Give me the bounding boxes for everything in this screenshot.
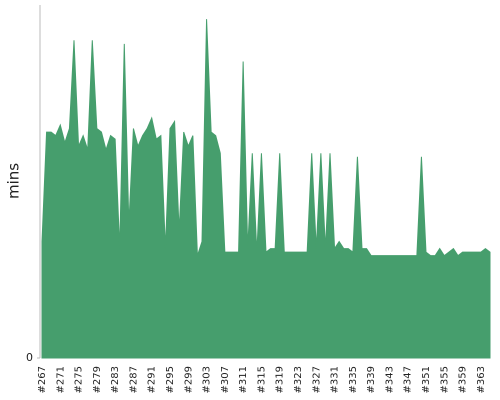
x-tick-label: #287 bbox=[128, 366, 139, 393]
x-tick-label: #311 bbox=[238, 366, 249, 393]
x-tick-label: #363 bbox=[476, 366, 487, 393]
x-tick-label: #331 bbox=[330, 366, 341, 393]
x-tick-label: #299 bbox=[183, 366, 194, 393]
y-axis-label: mins bbox=[5, 163, 23, 199]
x-tick-label: #351 bbox=[421, 366, 432, 393]
x-tick-label: #335 bbox=[348, 366, 359, 393]
x-tick-label: #323 bbox=[293, 366, 304, 393]
x-tick-label: #279 bbox=[92, 366, 103, 393]
x-tick-label: #319 bbox=[275, 366, 286, 393]
x-tick-label: #327 bbox=[311, 366, 322, 393]
x-tick-label: #267 bbox=[37, 366, 48, 393]
x-tick-label: #271 bbox=[55, 366, 66, 393]
y-tick-label: 0 bbox=[26, 351, 33, 364]
x-tick-label: #315 bbox=[256, 366, 267, 393]
area bbox=[41, 19, 491, 359]
x-tick-label: #291 bbox=[147, 366, 158, 393]
x-tick-label: #339 bbox=[366, 366, 377, 393]
x-tick-label: #359 bbox=[458, 366, 469, 393]
x-tick-label: #307 bbox=[220, 366, 231, 393]
x-tick-label: #343 bbox=[384, 366, 395, 393]
x-tick-label: #295 bbox=[165, 366, 176, 393]
x-tick-label: #275 bbox=[74, 366, 85, 393]
x-tick-label: #355 bbox=[439, 366, 450, 393]
x-tick-label: #303 bbox=[202, 366, 213, 393]
x-tick-label: #347 bbox=[403, 366, 414, 393]
x-tick-label: #283 bbox=[110, 366, 121, 393]
